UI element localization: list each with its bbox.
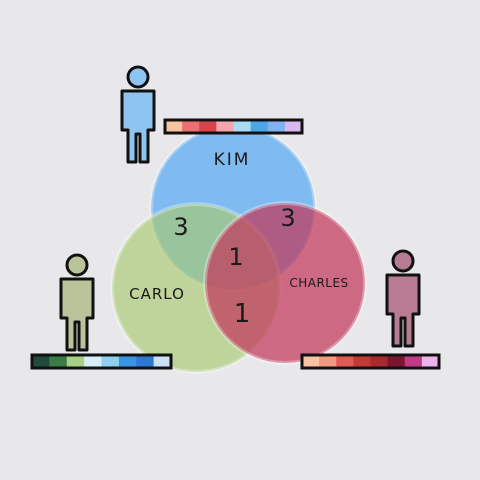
palette-swatch: [267, 120, 286, 133]
kim-person-icon: [120, 65, 156, 164]
charles-person-icon: [385, 249, 421, 348]
palette-swatch: [353, 355, 371, 368]
palette-swatch: [319, 355, 337, 368]
carlo-person-icon: [59, 253, 95, 352]
carlo-palette-bar: [30, 353, 173, 370]
palette-swatch: [404, 355, 423, 368]
kim-label: KIM: [214, 150, 251, 170]
palette-swatch: [49, 355, 68, 368]
palette-swatch: [302, 355, 320, 368]
palette-swatch: [250, 120, 269, 133]
palette-swatch: [216, 120, 234, 133]
palette-swatch: [233, 120, 252, 133]
circle-charles[interactable]: [203, 201, 367, 365]
count-kim-charles: 3: [280, 204, 295, 232]
palette-border: [163, 118, 304, 135]
charles-label: CHARLES: [289, 276, 348, 290]
palette-swatch: [370, 355, 389, 368]
palette-swatch: [336, 355, 354, 368]
charles-palette-bar: [300, 353, 441, 370]
palette-swatch: [153, 355, 172, 368]
palette-swatch: [32, 355, 50, 368]
venn-circles: [110, 124, 367, 374]
count-carlo-charles: 1: [234, 299, 251, 329]
palette-swatch: [387, 355, 406, 368]
palette-swatch: [66, 355, 85, 368]
palette-swatch: [101, 355, 120, 368]
palette-swatch: [165, 120, 183, 133]
palette-swatch: [84, 355, 102, 368]
palette-swatch: [136, 355, 155, 368]
palette-swatch: [118, 355, 137, 368]
palette-swatch: [182, 120, 200, 133]
count-all-three: 1: [228, 243, 243, 271]
count-kim-carlo: 3: [173, 213, 188, 241]
palette-swatch: [421, 355, 440, 368]
palette-swatch: [284, 120, 303, 133]
palette-border: [30, 353, 173, 370]
palette-border: [300, 353, 441, 370]
kim-palette-bar: [163, 118, 304, 135]
palette-swatch: [199, 120, 217, 133]
carlo-label: CARLO: [129, 285, 185, 303]
